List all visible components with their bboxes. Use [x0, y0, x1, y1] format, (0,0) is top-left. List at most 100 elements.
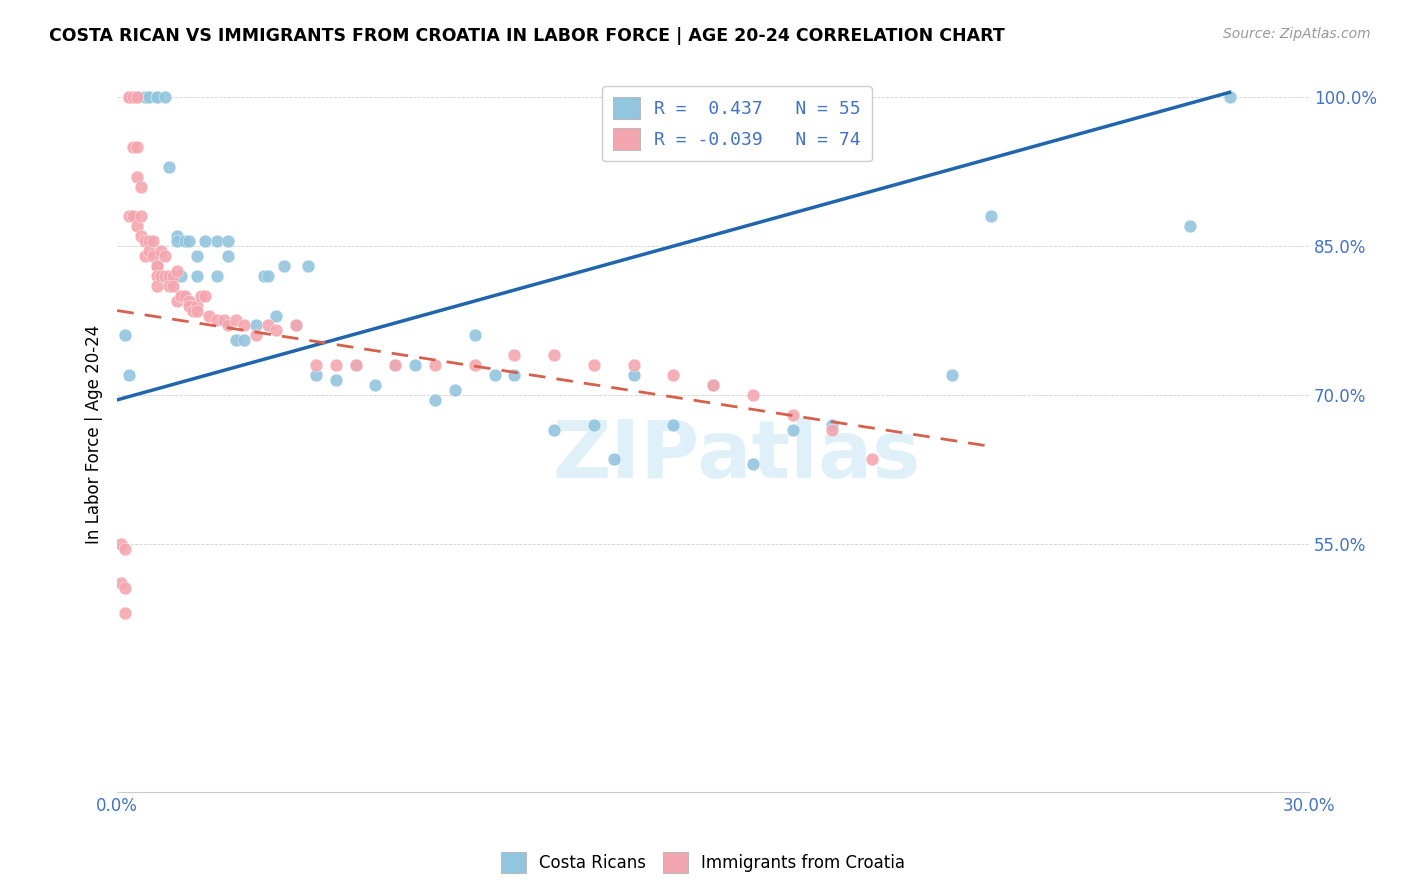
Point	[125, 219, 148, 234]
Point	[623, 358, 645, 372]
Point	[233, 334, 256, 348]
Point	[114, 541, 136, 556]
Point	[264, 323, 287, 337]
Point	[122, 90, 145, 104]
Point	[177, 234, 200, 248]
Point	[186, 268, 208, 283]
Point	[821, 423, 844, 437]
Y-axis label: In Labor Force | Age 20-24: In Labor Force | Age 20-24	[86, 325, 103, 544]
Point	[110, 537, 132, 551]
Point	[423, 358, 446, 372]
Point	[782, 408, 804, 422]
Point	[142, 234, 165, 248]
Point	[142, 249, 165, 263]
Point	[253, 268, 276, 283]
Point	[980, 210, 1002, 224]
Point	[702, 378, 724, 392]
Point	[177, 293, 200, 308]
Point	[146, 259, 169, 273]
Point	[134, 234, 156, 248]
Point	[114, 582, 136, 596]
Point	[129, 210, 152, 224]
Point	[662, 417, 685, 432]
Point	[503, 368, 526, 382]
Point	[138, 234, 160, 248]
Point	[297, 259, 319, 273]
Point	[245, 328, 267, 343]
Point	[153, 90, 176, 104]
Point	[205, 313, 228, 327]
Point	[1178, 219, 1201, 234]
Point	[741, 458, 763, 472]
Point	[125, 90, 148, 104]
Point	[118, 90, 141, 104]
Point	[384, 358, 406, 372]
Point	[325, 373, 347, 387]
Point	[464, 358, 486, 372]
Point	[166, 264, 188, 278]
Point	[166, 234, 188, 248]
Point	[464, 328, 486, 343]
Point	[146, 90, 169, 104]
Point	[782, 423, 804, 437]
Point	[217, 318, 239, 333]
Point	[114, 328, 136, 343]
Point	[114, 606, 136, 620]
Point	[125, 90, 148, 104]
Point	[197, 309, 219, 323]
Point	[194, 288, 217, 302]
Point	[166, 229, 188, 244]
Point	[157, 268, 180, 283]
Point	[146, 278, 169, 293]
Point	[344, 358, 367, 372]
Point	[118, 210, 141, 224]
Point	[1219, 90, 1241, 104]
Point	[146, 90, 169, 104]
Point	[582, 358, 605, 372]
Point	[305, 358, 328, 372]
Point	[146, 259, 169, 273]
Point	[194, 234, 217, 248]
Point	[122, 210, 145, 224]
Point	[941, 368, 963, 382]
Legend: R =  0.437   N = 55, R = -0.039   N = 74: R = 0.437 N = 55, R = -0.039 N = 74	[602, 87, 872, 161]
Point	[125, 90, 148, 104]
Point	[186, 303, 208, 318]
Point	[205, 268, 228, 283]
Point	[225, 313, 247, 327]
Point	[264, 309, 287, 323]
Point	[173, 234, 195, 248]
Point	[503, 348, 526, 362]
Point	[444, 383, 467, 397]
Point	[423, 392, 446, 407]
Point	[233, 318, 256, 333]
Point	[344, 358, 367, 372]
Point	[149, 244, 172, 258]
Point	[582, 417, 605, 432]
Text: COSTA RICAN VS IMMIGRANTS FROM CROATIA IN LABOR FORCE | AGE 20-24 CORRELATION CH: COSTA RICAN VS IMMIGRANTS FROM CROATIA I…	[49, 27, 1005, 45]
Point	[134, 249, 156, 263]
Point	[129, 229, 152, 244]
Point	[125, 169, 148, 184]
Point	[118, 368, 141, 382]
Point	[404, 358, 426, 372]
Point	[157, 278, 180, 293]
Point	[285, 318, 308, 333]
Point	[623, 368, 645, 382]
Point	[170, 268, 193, 283]
Point	[543, 423, 565, 437]
Point	[484, 368, 506, 382]
Point	[138, 244, 160, 258]
Text: Source: ZipAtlas.com: Source: ZipAtlas.com	[1223, 27, 1371, 41]
Point	[205, 234, 228, 248]
Point	[173, 288, 195, 302]
Point	[285, 318, 308, 333]
Point	[166, 293, 188, 308]
Point	[821, 417, 844, 432]
Point	[157, 160, 180, 174]
Point	[257, 268, 280, 283]
Point	[217, 234, 239, 248]
Point	[245, 318, 267, 333]
Point	[177, 299, 200, 313]
Point	[186, 249, 208, 263]
